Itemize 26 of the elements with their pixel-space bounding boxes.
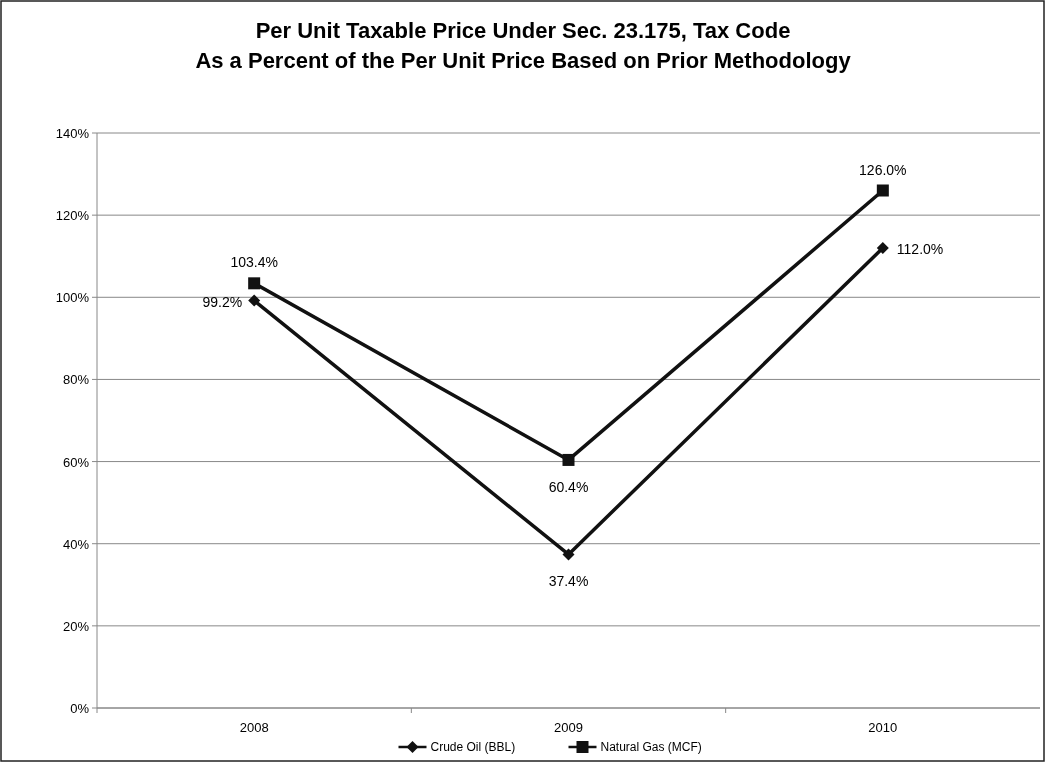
point [248,277,261,290]
data-label: 103.4% [230,254,278,271]
x-tick-label: 2010 [868,720,898,735]
data-label: 37.4% [548,573,589,590]
y-tick-label: 80% [62,372,90,388]
point [876,184,889,197]
x-tick-label: 2009 [554,720,583,735]
x-tick-label: 2008 [239,720,269,735]
data-label: 60.4% [548,478,589,495]
y-tick-label: 0% [70,701,90,716]
point [562,453,575,466]
point [248,294,261,307]
point [562,548,575,561]
data-label: 112.0% [896,241,944,257]
data-label: 126.0% [859,161,907,178]
y-tick-label: 100% [55,290,90,306]
point [876,242,889,254]
legend-label: Natural Gas (MCF) [600,740,702,754]
chart-title: Per Unit Taxable Price Under Sec. 23.175, Tax Code As a Percent of the Per Unit Price Based on Prior Methodology [195,18,852,73]
y-tick-label: 60% [62,454,90,470]
y-tick-label: 40% [62,536,90,552]
y-tick-label: 140% [55,126,90,141]
data-label: 99.2% [202,293,243,310]
legend-label: Crude Oil (BBL) [430,740,516,754]
y-tick-label: 120% [55,208,90,224]
y-tick-label: 20% [62,618,90,634]
